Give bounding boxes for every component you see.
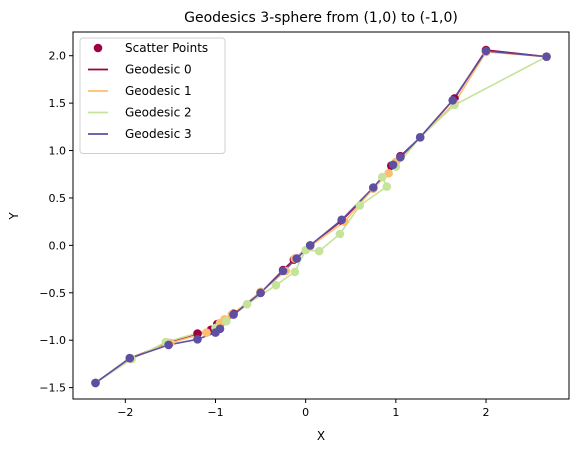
scatter-point-3-0 (91, 378, 100, 388)
y-axis-label: Y (7, 212, 21, 221)
x-axis: −2 −1 0 1 2 (117, 399, 490, 419)
legend-label: Geodesic 1 (125, 84, 192, 98)
scatter-point-3-2 (164, 340, 173, 350)
scatter-point-2-12 (382, 182, 392, 191)
scatter-point-3-13 (388, 160, 398, 170)
legend-label: Geodesic 3 (125, 127, 192, 141)
y-tick-label: −1.0 (39, 334, 66, 347)
legend-box (79, 37, 226, 154)
x-tick-label: −1 (207, 406, 223, 419)
scatter-point-3-8 (278, 266, 288, 276)
y-tick-label: 1.0 (49, 145, 67, 158)
x-tick-label: −2 (117, 406, 133, 419)
y-tick-label: −0.5 (39, 287, 66, 300)
scatter-point-3-14 (396, 152, 405, 162)
scatter-point-2-5 (242, 299, 252, 309)
scatter-point-3-17 (481, 46, 491, 56)
scatter-point-2-10 (335, 229, 345, 239)
chart-title: Geodesics 3-sphere from (1,0) to (-1,0) (184, 10, 458, 26)
scatter-point-2-4 (222, 316, 231, 326)
scatter-point-3-10 (305, 241, 315, 250)
legend-label: Geodesic 0 (125, 63, 192, 77)
scatter-point-3-7 (256, 288, 265, 298)
y-tick-label: 2.0 (49, 50, 67, 63)
scatter-point-2-9 (314, 246, 324, 256)
x-tick-label: 0 (302, 406, 309, 419)
y-axis: −1.5 −1.0 −0.5 0.0 0.5 1.0 1.5 2.0 (39, 50, 73, 395)
scatter-point-3-9 (292, 254, 302, 263)
scatter-point-3-5 (215, 324, 225, 334)
scatter-point-3-11 (337, 215, 347, 225)
scatter-point-3-12 (369, 183, 378, 192)
x-axis-label: X (317, 429, 325, 443)
legend-label: Geodesic 2 (125, 106, 192, 120)
legend-label: Scatter Points (125, 41, 208, 55)
scatter-point-3-1 (125, 353, 135, 363)
scatter-point-3-16 (448, 96, 458, 105)
legend: Scatter Points Geodesic 0 Geodesic 1 Geodes… (79, 37, 226, 154)
scatter-point-3-15 (415, 133, 425, 142)
y-tick-label: 0.0 (49, 239, 67, 252)
plot-frame (72, 31, 570, 400)
y-tick-label: 0.5 (49, 192, 67, 205)
scatter-point-2-13 (378, 172, 387, 182)
scatter-point-3-18 (542, 52, 551, 61)
x-tick-label: 2 (483, 406, 490, 419)
scatter-point-3-3 (193, 335, 202, 344)
scatter-point-2-6 (271, 280, 281, 290)
x-tick-label: 1 (392, 406, 399, 419)
legend-marker-swatch (93, 43, 103, 53)
scatter-point-2-7 (290, 267, 300, 277)
scatter-point-1-3 (202, 328, 211, 337)
scatter-point-3-6 (229, 310, 238, 319)
y-tick-label: 1.5 (49, 97, 67, 110)
scatter-point-2-11 (355, 201, 365, 210)
scatter-point-1-13 (384, 169, 393, 178)
y-tick-label: −1.5 (39, 382, 66, 395)
